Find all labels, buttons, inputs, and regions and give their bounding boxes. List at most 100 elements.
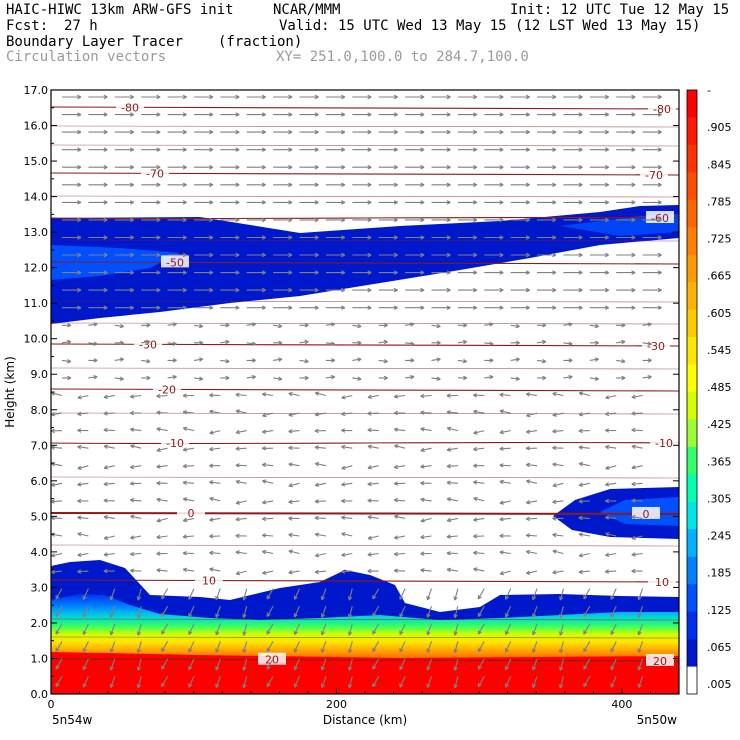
circulation-vector: [194, 305, 214, 310]
circulation-vector: [642, 305, 662, 310]
circulation-vector: [537, 129, 557, 135]
circulation-vector: [405, 322, 415, 327]
circulation-vector: [537, 112, 557, 117]
circulation-vector: [194, 270, 214, 275]
colorbar-label: .785: [707, 195, 732, 208]
circulation-vector: [88, 165, 108, 170]
circulation-vector: [484, 322, 494, 327]
circulation-vector: [141, 112, 161, 117]
circulation-vector: [399, 658, 406, 671]
circulation-vector: [578, 482, 590, 487]
circulation-vector: [367, 514, 379, 520]
circulation-vector: [631, 411, 643, 416]
circulation-vector: [589, 323, 600, 329]
circulation-vector: [642, 94, 662, 100]
circulation-vector: [473, 567, 485, 572]
circulation-vector: [62, 182, 82, 187]
circulation-vector: [405, 235, 425, 240]
circulation-vector: [242, 658, 248, 671]
circulation-vector: [161, 605, 169, 618]
circulation-vector: [378, 217, 398, 223]
circulation-vector: [347, 641, 353, 654]
circulation-vector: [114, 323, 125, 329]
circulation-vector: [510, 94, 530, 100]
circulation-vector: [220, 252, 240, 258]
circulation-vector: [325, 252, 346, 258]
circulation-vector: [103, 481, 115, 487]
circulation-vector: [378, 94, 398, 100]
circulation-vector: [220, 182, 240, 187]
circulation-vector: [616, 287, 636, 293]
field-units: (fraction): [218, 34, 303, 50]
circulation-vector: [88, 182, 108, 187]
circulation-vector: [261, 516, 274, 522]
circulation-vector: [453, 658, 459, 671]
circulation-vector: [77, 465, 89, 470]
circulation-vector: [642, 358, 652, 363]
circulation-vector: [141, 287, 161, 293]
circulation-vector: [77, 498, 89, 504]
secondary-contour: [51, 636, 679, 639]
circulation-vector: [477, 676, 485, 688]
circulation-vector: [299, 165, 319, 170]
circulation-vector: [188, 605, 195, 618]
circulation-vector: [610, 605, 617, 618]
colorbar-swatch: [687, 309, 697, 338]
circulation-vector: [605, 465, 617, 470]
circulation-vector: [405, 287, 425, 293]
circulation-vector: [129, 410, 142, 416]
circulation-vector: [182, 463, 195, 469]
circulation-vector: [426, 676, 433, 689]
circulation-vector: [426, 623, 433, 636]
contour-label-bg: [258, 652, 286, 665]
circulation-vector: [156, 534, 168, 540]
circulation-vector: [378, 112, 398, 117]
circulation-vector: [525, 392, 538, 397]
circulation-vector: [642, 112, 662, 117]
y-tick-label: 7.0: [31, 439, 49, 452]
circulation-vector: [420, 551, 432, 556]
circulation-vector: [604, 498, 617, 504]
circulation-vector: [182, 517, 195, 523]
circulation-vector: [141, 200, 161, 205]
circulation-vector: [559, 623, 564, 636]
circulation-vector: [426, 658, 433, 671]
y-tick-label: 14.0: [24, 191, 49, 204]
circulation-vector: [242, 606, 248, 619]
circulation-vector: [246, 165, 266, 170]
circulation-vector: [473, 534, 485, 539]
contour-label: 0: [188, 507, 195, 520]
circulation-vector: [273, 376, 283, 381]
x-tick-label: 200: [326, 698, 347, 711]
circulation-vector: [642, 217, 662, 223]
circulation-vector: [477, 641, 485, 653]
circulation-vector: [604, 444, 617, 450]
contour-label-bg: [650, 436, 678, 448]
circulation-vector: [156, 497, 168, 502]
circulation-vector: [61, 358, 72, 364]
circulation-vector: [62, 129, 82, 135]
circulation-vector: [604, 482, 617, 487]
circulation-vector: [473, 550, 485, 556]
circulation-vector: [559, 641, 564, 654]
circulation-vector: [499, 550, 511, 555]
circulation-vector: [167, 252, 187, 258]
circulation-vector: [103, 465, 115, 470]
circulation-vector: [484, 270, 504, 275]
circulation-vector: [457, 94, 478, 100]
circulation-vector: [616, 129, 636, 135]
circulation-vector: [129, 481, 142, 486]
circulation-vector: [188, 658, 195, 671]
circulation-vector: [167, 322, 177, 327]
circulation-vector: [194, 252, 214, 258]
circulation-vector: [347, 623, 353, 636]
circulation-vector: [457, 165, 478, 170]
secondary-contour: [51, 618, 679, 621]
circulation-vector: [51, 569, 63, 575]
circulation-vector: [499, 392, 511, 398]
circulation-vector: [246, 252, 266, 258]
circulation-vector: [420, 447, 432, 453]
circulation-vector: [499, 500, 511, 505]
circulation-vector: [631, 394, 643, 400]
contour-label-bg: [177, 506, 205, 519]
